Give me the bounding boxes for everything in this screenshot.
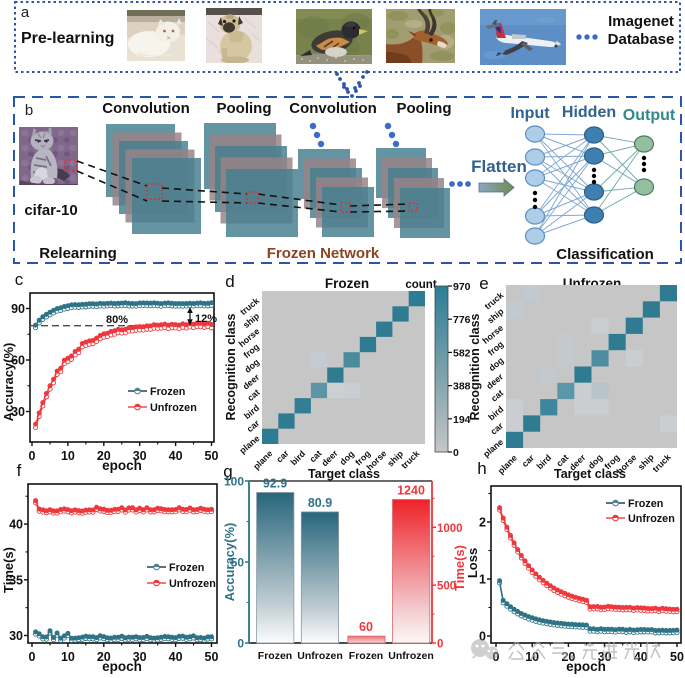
svg-text:30: 30 [133,650,147,664]
svg-text:Loss: Loss [465,548,480,578]
svg-text:Convolution: Convolution [102,100,189,117]
svg-text:a: a [21,4,30,21]
svg-text:g: g [223,462,232,481]
svg-text:1000: 1000 [437,523,463,535]
svg-text:Flatten: Flatten [471,157,527,176]
svg-text:cifar-10: cifar-10 [24,202,77,219]
svg-text:30: 30 [598,650,612,664]
svg-text:epoch: epoch [102,458,142,473]
svg-text:Accuracy(%): Accuracy(%) [222,523,237,602]
svg-text:Classification: Classification [556,246,654,263]
svg-text:Accuracy(%): Accuracy(%) [1,343,16,422]
svg-text:Unfrozen: Unfrozen [628,513,675,525]
svg-text:12%: 12% [195,313,217,325]
svg-text:Recognition class: Recognition class [224,313,238,420]
svg-text:90: 90 [11,302,25,316]
svg-text:30: 30 [133,449,147,463]
svg-text:Relearning: Relearning [39,245,117,262]
svg-text:50: 50 [205,650,219,664]
svg-text:Frozen: Frozen [258,650,292,662]
svg-text:50: 50 [670,650,684,664]
svg-text:0: 0 [237,637,244,651]
svg-text:e: e [479,274,488,293]
svg-text:80%: 80% [106,314,128,326]
svg-text:50: 50 [231,556,245,570]
svg-text:1: 1 [479,573,486,587]
svg-text:Time(s): Time(s) [452,545,467,591]
svg-text:Target class: Target class [554,467,626,481]
svg-text:30: 30 [9,629,23,643]
svg-text:0: 0 [493,650,500,664]
svg-text:0: 0 [453,447,459,459]
svg-text:0: 0 [29,449,36,463]
svg-text:388: 388 [453,381,471,393]
svg-text:count: count [405,279,436,291]
svg-text:Input: Input [510,105,550,122]
svg-text:1240: 1240 [397,484,425,498]
svg-text:Database: Database [608,31,675,48]
svg-text:h: h [477,459,486,478]
svg-text:10: 10 [61,650,75,664]
svg-text:Unfrozen: Unfrozen [297,650,343,662]
svg-text:35: 35 [9,573,23,587]
svg-text:Unfrozen: Unfrozen [388,650,434,662]
svg-text:0: 0 [479,630,486,644]
svg-text:20: 20 [97,449,111,463]
svg-text:Pooling: Pooling [217,100,272,117]
svg-text:30: 30 [11,405,25,419]
svg-text:b: b [25,102,33,119]
svg-text:40: 40 [169,650,183,664]
svg-text:970: 970 [453,281,471,293]
svg-text:40: 40 [169,449,183,463]
svg-text:60: 60 [11,354,25,368]
svg-text:epoch: epoch [566,659,606,674]
svg-text:100: 100 [224,475,244,489]
svg-text:Output: Output [623,107,676,124]
svg-text:epoch: epoch [102,659,142,674]
svg-text:Unfrozen: Unfrozen [169,578,216,590]
svg-text:Pre-learning: Pre-learning [21,30,114,47]
svg-text:c: c [15,270,24,289]
svg-text:Frozen: Frozen [325,276,369,291]
svg-text:Time(s): Time(s) [1,547,16,593]
svg-text:Imagenet: Imagenet [608,13,674,30]
svg-text:2: 2 [479,516,486,530]
svg-text:Convolution: Convolution [289,100,376,117]
svg-text:582: 582 [453,347,471,359]
svg-text:Unfrozen: Unfrozen [150,402,197,414]
svg-text:0: 0 [29,650,36,664]
svg-text:Recognition class: Recognition class [468,313,482,420]
svg-text:80.9: 80.9 [308,496,332,510]
svg-text:60: 60 [359,620,373,634]
svg-text:Frozen: Frozen [150,386,185,398]
svg-text:50: 50 [205,449,219,463]
svg-text:Frozen Network: Frozen Network [267,245,380,262]
svg-text:20: 20 [97,650,111,664]
svg-text:0: 0 [437,639,443,651]
svg-text:500: 500 [437,581,456,593]
svg-text:Hidden: Hidden [562,104,616,121]
svg-text:Pooling: Pooling [397,100,452,117]
svg-text:Frozen: Frozen [349,650,383,662]
svg-text:92.9: 92.9 [263,477,287,491]
svg-text:f: f [17,461,22,480]
svg-text:194: 194 [453,414,471,426]
svg-text:d: d [225,272,234,291]
svg-text:40: 40 [634,650,648,664]
svg-text:10: 10 [61,449,75,463]
svg-text:776: 776 [453,314,471,326]
svg-text:Frozen: Frozen [169,562,204,574]
svg-text:Frozen: Frozen [628,498,663,510]
svg-text:Target class: Target class [308,467,380,481]
svg-text:40: 40 [9,518,23,532]
